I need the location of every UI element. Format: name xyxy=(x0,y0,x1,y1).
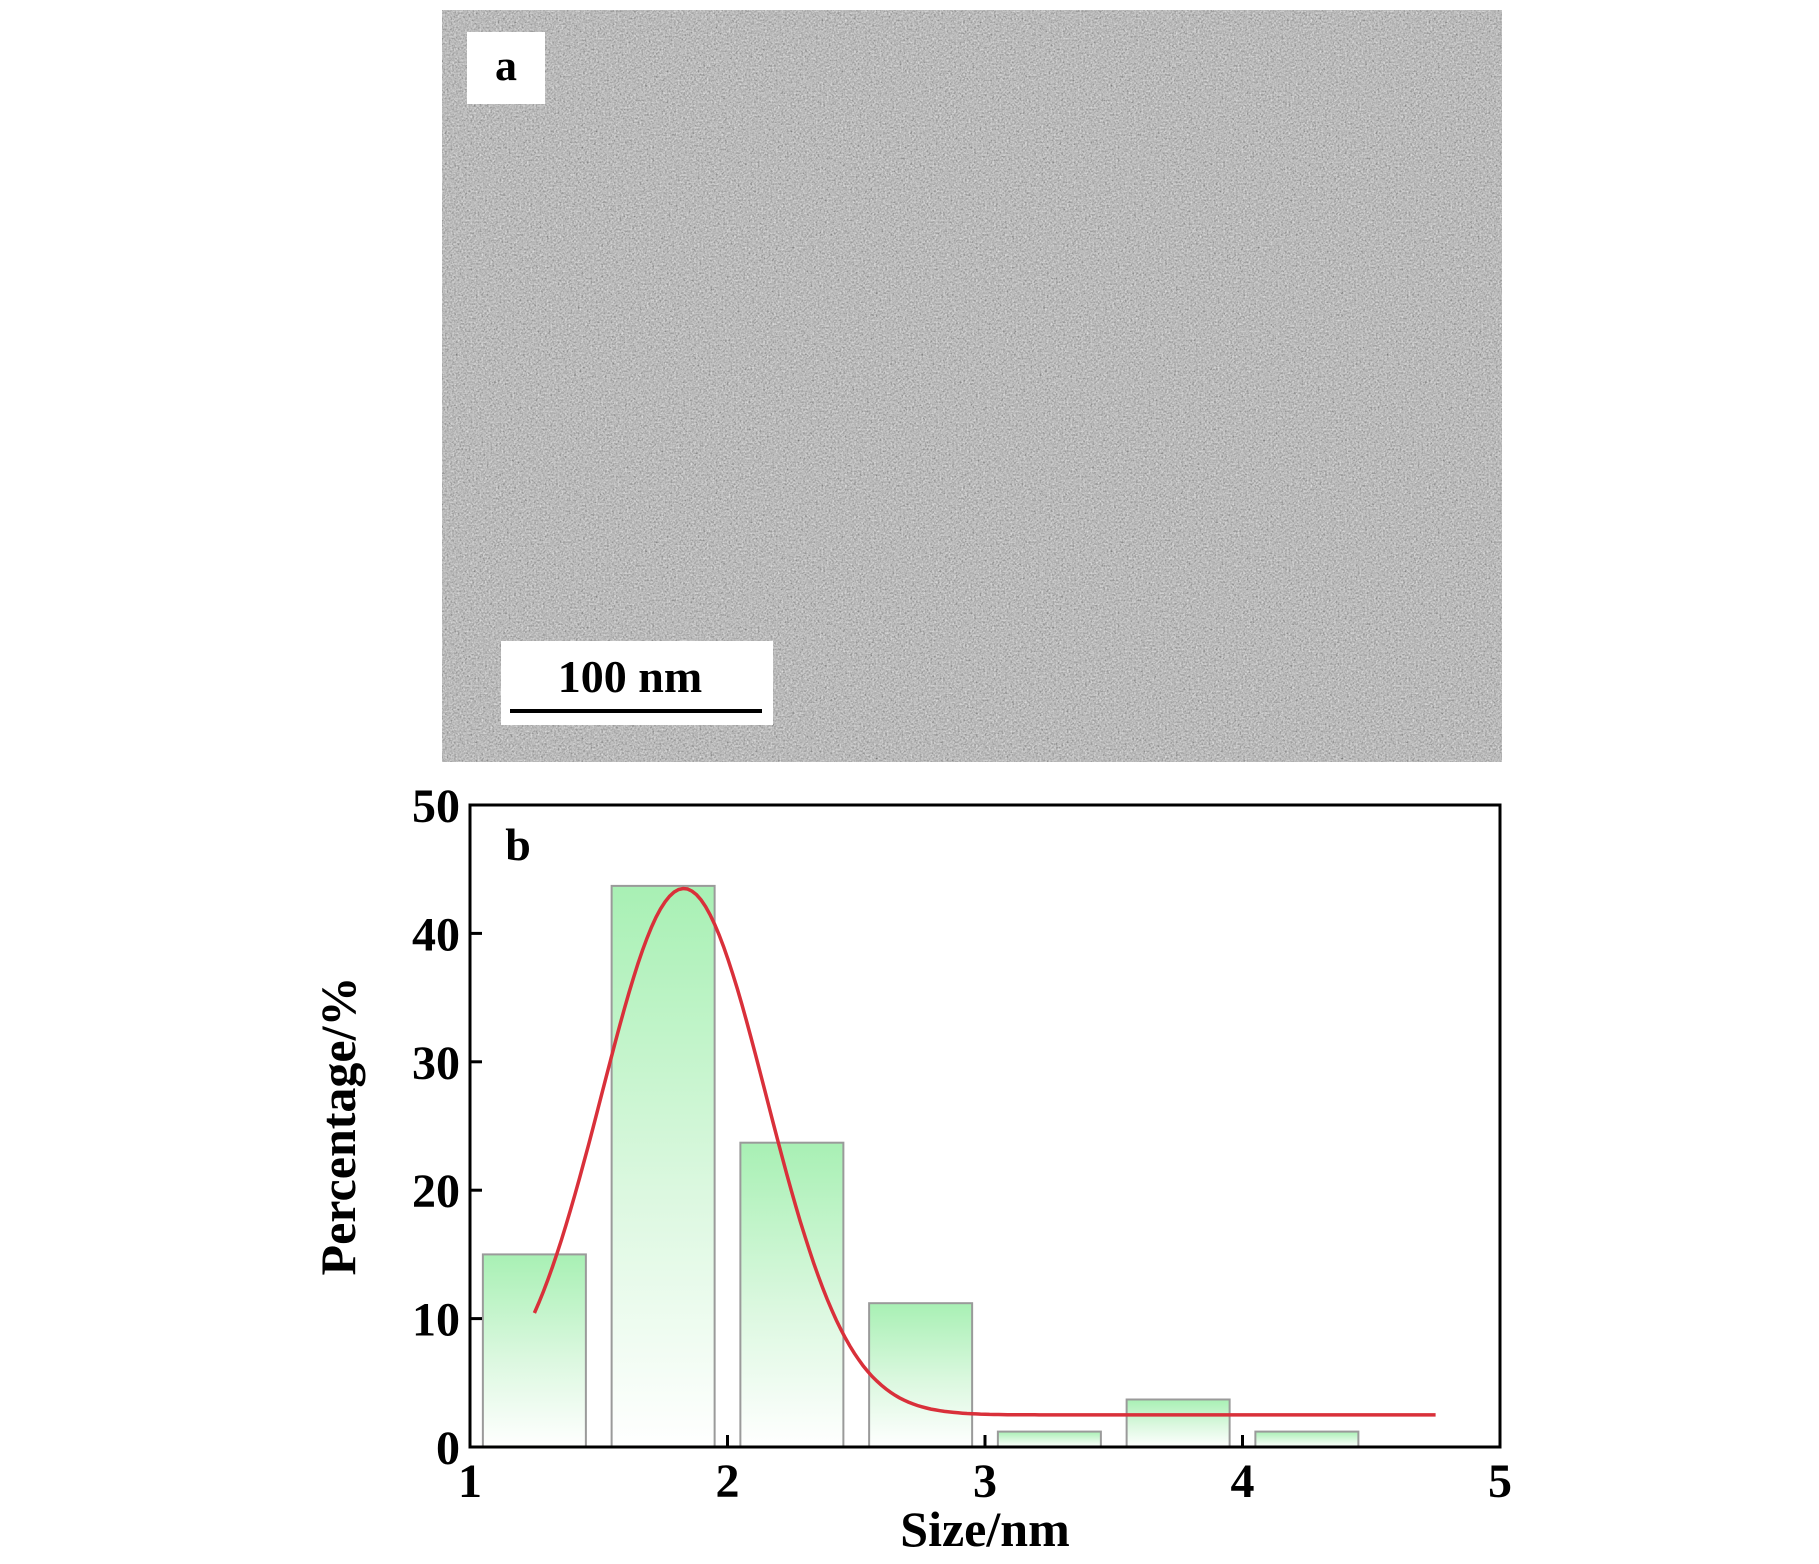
x-tick-label-4: 4 xyxy=(1231,1455,1255,1508)
x-tick-label-1: 1 xyxy=(458,1455,482,1508)
x-tick-label-5: 5 xyxy=(1488,1455,1512,1508)
tem-image-svg: a 100 nm xyxy=(442,10,1502,762)
panel-a-label: a xyxy=(495,41,517,90)
tem-image xyxy=(442,10,1502,762)
y-axis-title: Percentage/% xyxy=(310,977,366,1276)
y-tick-label-20: 20 xyxy=(412,1165,460,1218)
y-tick-label-30: 30 xyxy=(412,1037,460,1090)
panel-b-label: b xyxy=(505,819,531,870)
scale-bar-label: 100 nm xyxy=(558,651,702,702)
histogram-bar-2 xyxy=(610,884,716,1448)
y-tick-label-0: 0 xyxy=(436,1422,460,1475)
x-tick-label-3: 3 xyxy=(973,1455,997,1508)
histogram-bar-4 xyxy=(868,1302,974,1449)
y-tick-label-40: 40 xyxy=(412,908,460,961)
y-tick-label-10: 10 xyxy=(412,1294,460,1347)
histogram-bar-7 xyxy=(1254,1430,1360,1448)
histogram-bar-1 xyxy=(481,1253,587,1448)
tem-image-panel: a 100 nm xyxy=(0,0,1819,780)
fit-curve-layer xyxy=(532,886,1436,1417)
x-tick-label-2: 2 xyxy=(716,1455,740,1508)
panel-a-label-box xyxy=(467,32,545,104)
gaussian-fit-curve xyxy=(532,886,1436,1417)
histogram-bar-5 xyxy=(996,1430,1102,1448)
bars-layer xyxy=(481,884,1360,1449)
size-distribution-chart: 1 2 3 4 5 0 10 20 30 40 50 b Size/nm Percentage/% xyxy=(0,780,1819,1559)
x-axis-title: Size/nm xyxy=(900,1501,1069,1557)
histogram-bar-6 xyxy=(1125,1398,1231,1449)
y-tick-label-50: 50 xyxy=(412,780,460,833)
